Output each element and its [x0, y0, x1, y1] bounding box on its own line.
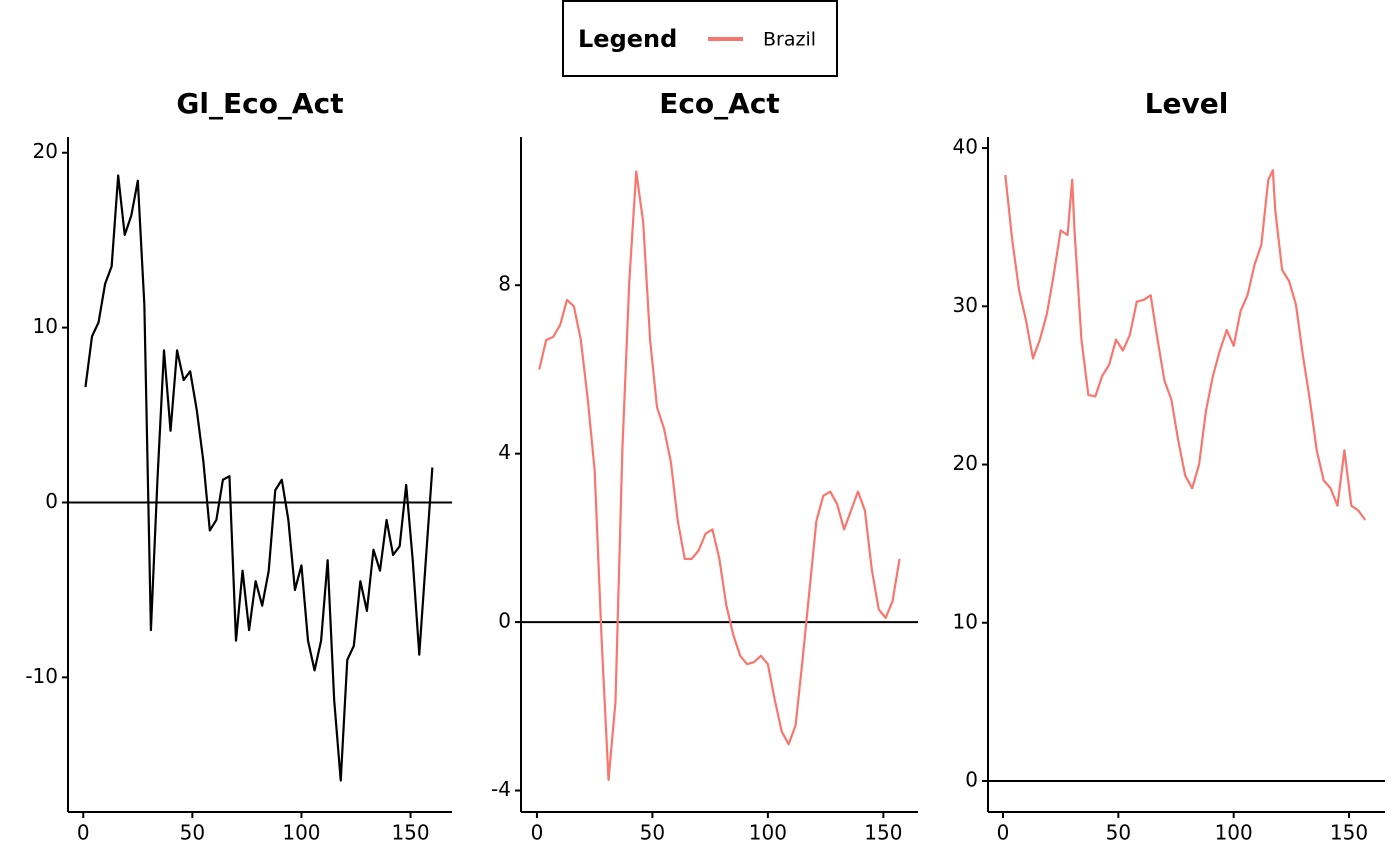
x-tick-label: 100 [1215, 821, 1253, 845]
y-tick-label: 30 [953, 293, 978, 317]
x-tick-label: 0 [531, 821, 544, 845]
x-tick-label: 100 [749, 821, 787, 845]
y-tick-label: 10 [953, 609, 978, 633]
y-tick-label: 4 [498, 440, 511, 464]
y-tick-label: 0 [45, 489, 58, 513]
series-line [538, 170, 901, 782]
y-tick-label: 0 [498, 609, 511, 633]
y-tick-label: 20 [953, 451, 978, 475]
series-line [1004, 169, 1367, 521]
x-tick-label: 50 [640, 821, 665, 845]
x-tick-label: 150 [391, 821, 429, 845]
y-tick-label: -10 [25, 664, 58, 688]
y-tick-label: -4 [491, 777, 511, 801]
x-tick-label: 0 [997, 821, 1010, 845]
series-line [84, 174, 434, 782]
x-tick-label: 150 [1330, 821, 1368, 845]
panel-title: Level [1145, 87, 1229, 120]
x-tick-label: 100 [282, 821, 320, 845]
y-tick-label: 20 [33, 139, 58, 163]
y-tick-label: 40 [953, 135, 978, 159]
panel-title: Gl_Eco_Act [176, 87, 343, 120]
x-tick-label: 0 [77, 821, 90, 845]
legend-title: Legend [578, 25, 677, 53]
y-tick-label: 0 [965, 767, 978, 791]
x-tick-label: 150 [864, 821, 902, 845]
x-tick-label: 50 [1106, 821, 1131, 845]
x-tick-label: 50 [180, 821, 205, 845]
panel-title: Eco_Act [659, 87, 780, 120]
y-tick-label: 8 [498, 272, 511, 296]
legend-box [562, 0, 838, 77]
legend-label: Brazil [763, 29, 816, 51]
y-tick-label: 10 [33, 314, 58, 338]
